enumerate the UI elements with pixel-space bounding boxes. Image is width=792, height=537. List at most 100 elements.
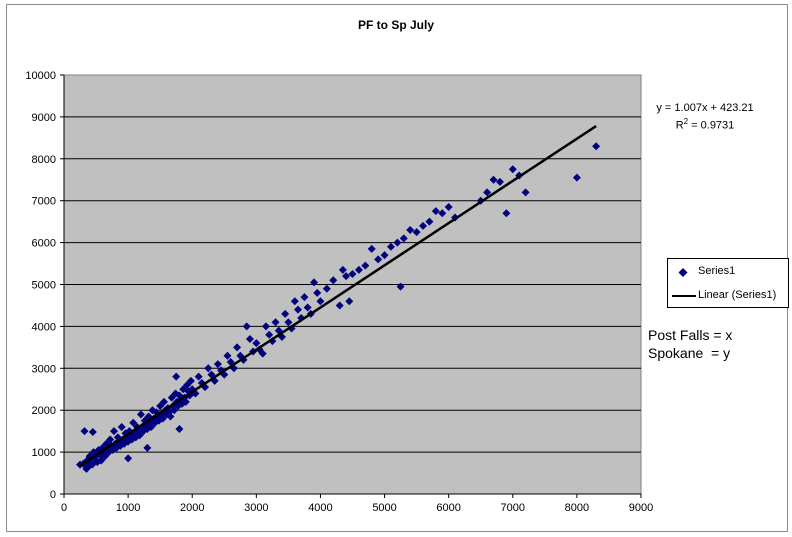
data-point [374, 255, 383, 264]
data-point [258, 349, 267, 358]
y-tick-label: 6000 [32, 238, 56, 250]
data-point [386, 242, 395, 251]
data-point [329, 276, 338, 285]
data-point [521, 188, 530, 197]
data-point [444, 202, 453, 211]
y-tick-label: 5000 [32, 280, 56, 292]
data-point [181, 397, 190, 406]
trendline-equation: y = 1.007x + 423.21 R2 = 0.9731 [640, 101, 770, 133]
data-point [156, 402, 165, 411]
data-point [124, 454, 133, 463]
data-point [425, 217, 434, 226]
data-point [172, 372, 181, 381]
r-squared-value: = 0.9731 [688, 119, 735, 132]
x-tick-label: 9000 [629, 502, 653, 514]
data-point [483, 188, 492, 197]
data-point [412, 228, 421, 237]
x-tick-label: 3000 [244, 502, 268, 514]
data-point [361, 261, 370, 270]
x-tick-label: 1000 [116, 502, 140, 514]
y-tick-label: 9000 [32, 112, 56, 124]
data-point [338, 265, 347, 274]
data-point [354, 265, 363, 274]
data-point [129, 418, 138, 427]
data-point [367, 244, 376, 253]
diamond-marker-icon [678, 268, 688, 277]
data-point [167, 393, 176, 402]
legend-item-trendline: Linear (Series1) [668, 288, 788, 304]
data-point [502, 209, 511, 218]
data-point [80, 427, 89, 436]
data-point [106, 435, 115, 444]
x-tick-label: 5000 [372, 502, 396, 514]
data-point [166, 412, 175, 421]
data-point [335, 301, 344, 310]
axis-note: Post Falls = x Spokane = y [648, 326, 732, 362]
data-point [419, 221, 428, 230]
data-point [265, 330, 274, 339]
legend-label-series1: Series1 [698, 265, 736, 277]
x-tick-label: 8000 [565, 502, 589, 514]
trendline [79, 125, 597, 467]
data-point [572, 173, 581, 182]
data-point [233, 343, 242, 352]
data-point [380, 251, 389, 260]
x-tick-label: 7000 [501, 502, 525, 514]
data-point [147, 422, 156, 431]
data-point [348, 270, 357, 279]
y-tick-label: 0 [50, 489, 56, 501]
x-tick-label: 0 [61, 502, 67, 514]
data-point [135, 431, 144, 440]
data-point [399, 234, 408, 243]
data-point [245, 334, 254, 343]
data-point [110, 427, 119, 436]
x-tick-label: 2000 [180, 502, 204, 514]
data-point [489, 175, 498, 184]
data-point [183, 381, 192, 390]
data-point [242, 322, 251, 331]
legend: Series1 Linear (Series1) [667, 258, 789, 308]
y-tick-label: 4000 [32, 321, 56, 333]
data-point [345, 297, 354, 306]
y-tick-label: 8000 [32, 154, 56, 166]
data-point [143, 443, 152, 452]
data-point [120, 439, 129, 448]
x-tick-label: 6000 [436, 502, 460, 514]
data-point [294, 305, 303, 314]
r-squared-exponent: 2 [683, 117, 689, 126]
data-point [170, 406, 179, 415]
data-point [136, 410, 145, 419]
note-line-y: Spokane = y [648, 345, 731, 361]
data-point [252, 339, 261, 348]
data-point [101, 452, 110, 461]
data-point [342, 272, 351, 281]
y-tick-label: 1000 [32, 447, 56, 459]
data-point [175, 425, 184, 434]
data-point [393, 238, 402, 247]
data-point [204, 364, 213, 373]
data-point [261, 322, 270, 331]
data-point [290, 297, 299, 306]
y-tick-label: 7000 [32, 196, 56, 208]
r-squared-prefix: R [675, 119, 684, 132]
data-point [495, 177, 504, 186]
data-point [186, 376, 195, 385]
data-point [213, 360, 222, 369]
data-point [592, 142, 601, 151]
y-tick-label: 3000 [32, 363, 56, 375]
data-point [406, 226, 415, 235]
data-point [316, 297, 325, 306]
data-point [322, 284, 331, 293]
line-marker-icon [672, 295, 696, 297]
data-point [396, 282, 405, 291]
data-point [303, 303, 312, 312]
data-point [97, 456, 106, 465]
data-point [284, 318, 293, 327]
data-point [194, 372, 203, 381]
legend-label-trendline: Linear (Series1) [698, 289, 777, 301]
data-point [271, 318, 280, 327]
data-point [508, 165, 517, 174]
x-tick-label: 4000 [308, 502, 332, 514]
chart-title: PF to Sp July [357, 18, 434, 32]
